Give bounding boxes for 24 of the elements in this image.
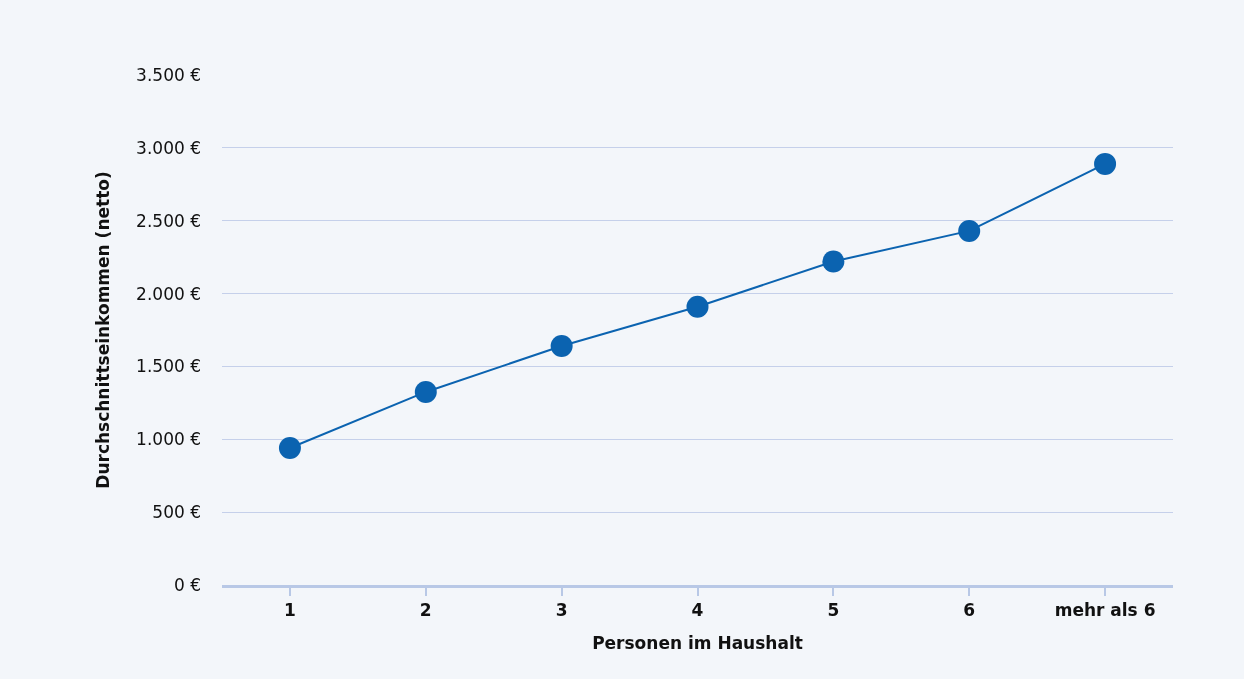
point bbox=[822, 250, 845, 273]
x-tick-label: 3 bbox=[555, 600, 568, 621]
y-tick-label: 3.000 € bbox=[136, 137, 201, 158]
x-tick-label: 1 bbox=[284, 600, 296, 621]
point bbox=[278, 437, 301, 460]
x-axis-title: Personen im Haushalt bbox=[592, 632, 803, 653]
y-tick-label: 1.500 € bbox=[136, 356, 201, 377]
y-tick-label: 3.500 € bbox=[136, 64, 201, 85]
y-tick-label: 2.000 € bbox=[136, 283, 201, 304]
x-tick-label: 4 bbox=[691, 600, 704, 621]
y-tick-label: 500 € bbox=[152, 502, 201, 523]
y-tick-label: 0 € bbox=[173, 574, 201, 595]
y-axis-title: Durchschnittseinkommen (netto) bbox=[92, 171, 113, 489]
point bbox=[1094, 152, 1117, 175]
point bbox=[686, 295, 709, 318]
x-tick-label: 2 bbox=[419, 600, 432, 621]
point bbox=[414, 380, 437, 403]
point bbox=[958, 219, 981, 242]
x-tick-label: 6 bbox=[963, 600, 976, 621]
x-tick-label: mehr als 6 bbox=[1054, 600, 1156, 621]
point bbox=[550, 335, 573, 358]
y-tick-label: 2.500 € bbox=[136, 210, 201, 231]
y-tick-label: 1.000 € bbox=[136, 429, 201, 450]
x-tick-label: 5 bbox=[827, 600, 840, 621]
